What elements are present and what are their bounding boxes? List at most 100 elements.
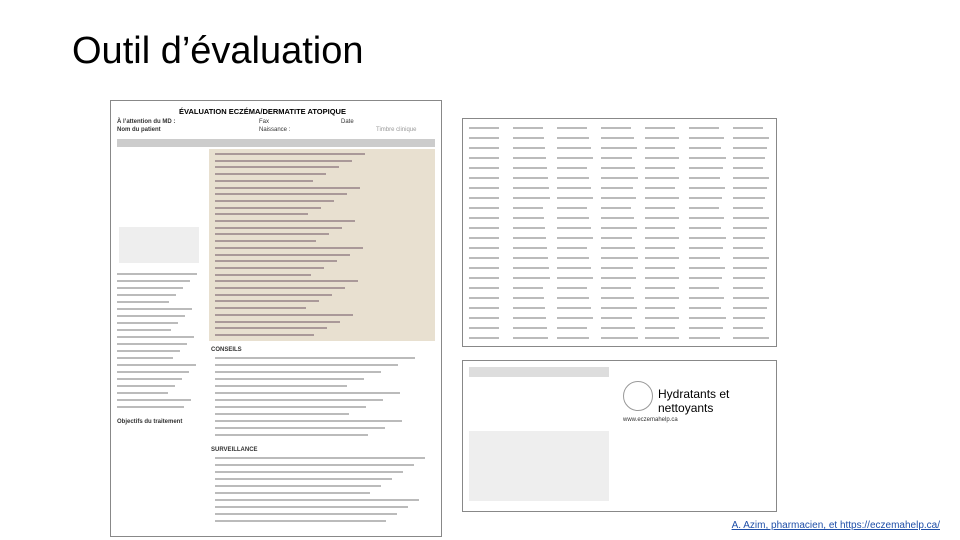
text-line [557, 127, 587, 129]
text-line [469, 337, 499, 339]
text-line [601, 257, 638, 259]
text-line [215, 293, 332, 296]
text-line [557, 297, 589, 299]
text-line [469, 277, 499, 279]
text-line [215, 471, 403, 473]
text-line [513, 257, 548, 259]
form-table [209, 149, 435, 341]
text-line [117, 392, 168, 394]
text-line [557, 337, 589, 339]
text-line [645, 197, 679, 199]
text-line [513, 217, 544, 219]
text-line [601, 157, 632, 159]
guide-heading: Hydratants et nettoyants [658, 387, 730, 415]
text-line [733, 307, 767, 309]
form-header-bar [117, 139, 435, 147]
text-line [215, 513, 397, 515]
text-line [733, 297, 769, 299]
text-line [557, 267, 591, 269]
text-line [601, 147, 637, 149]
text-line [469, 177, 499, 179]
text-line [689, 217, 724, 219]
text-line [117, 385, 175, 387]
form-field: Fax [259, 119, 270, 125]
guide-site: www.eczemahelp.ca [623, 417, 678, 423]
text-line [689, 207, 719, 209]
text-line [469, 267, 499, 269]
text-line [215, 246, 363, 249]
text-line [215, 173, 326, 176]
form-field: Naissance : [259, 127, 291, 133]
text-line [215, 434, 368, 436]
text-line [215, 179, 313, 182]
text-line [689, 227, 721, 229]
text-line [601, 177, 638, 179]
text-line [689, 267, 725, 269]
text-line [117, 308, 192, 310]
text-line [645, 157, 679, 159]
text-line [733, 337, 769, 339]
text-line [469, 287, 499, 289]
text-line [513, 137, 544, 139]
text-line [689, 127, 719, 129]
text-line [117, 343, 187, 345]
text-line [117, 350, 180, 352]
text-line [513, 327, 547, 329]
text-line [117, 315, 185, 317]
text-line [215, 392, 400, 394]
text-line [513, 247, 547, 249]
text-line [215, 478, 392, 480]
text-line [469, 247, 499, 249]
text-line [215, 378, 364, 380]
text-line [215, 166, 339, 169]
text-line [557, 327, 587, 329]
form-section: Objectifs du traitement [117, 419, 183, 425]
text-line [469, 307, 499, 309]
text-line [469, 237, 499, 239]
text-line [557, 197, 593, 199]
text-line [733, 287, 763, 289]
credit-link[interactable]: A. Azim, pharmacien, et https://eczemahe… [731, 520, 940, 531]
text-line [733, 247, 763, 249]
text-line [601, 287, 631, 289]
text-line [215, 420, 402, 422]
text-line [557, 167, 587, 169]
text-line [215, 193, 347, 196]
text-line [117, 378, 182, 380]
text-line [513, 227, 545, 229]
text-line [557, 207, 587, 209]
text-line [215, 280, 358, 283]
text-line [733, 137, 769, 139]
text-line [733, 237, 765, 239]
text-line [557, 247, 587, 249]
text-line [733, 327, 763, 329]
text-line [513, 267, 549, 269]
text-line [513, 177, 548, 179]
body-diagram [119, 227, 199, 263]
text-line [215, 199, 334, 202]
text-line [601, 297, 634, 299]
text-line [645, 267, 675, 269]
text-line [557, 217, 589, 219]
text-line [689, 317, 726, 319]
text-line [645, 207, 675, 209]
text-line [215, 499, 419, 501]
text-line [601, 327, 635, 329]
text-line [645, 257, 679, 259]
text-line [601, 187, 633, 189]
text-line [513, 307, 545, 309]
text-line [117, 287, 183, 289]
text-line [733, 187, 767, 189]
text-line [215, 213, 308, 216]
text-line [689, 157, 726, 159]
comparison-table [462, 118, 777, 347]
text-line [689, 307, 721, 309]
text-line [215, 186, 360, 189]
text-line [469, 257, 499, 259]
form-section: SURVEILLANCE [211, 447, 258, 453]
text-line [117, 322, 178, 324]
text-line [513, 157, 546, 159]
text-line [601, 127, 631, 129]
text-line [601, 137, 634, 139]
